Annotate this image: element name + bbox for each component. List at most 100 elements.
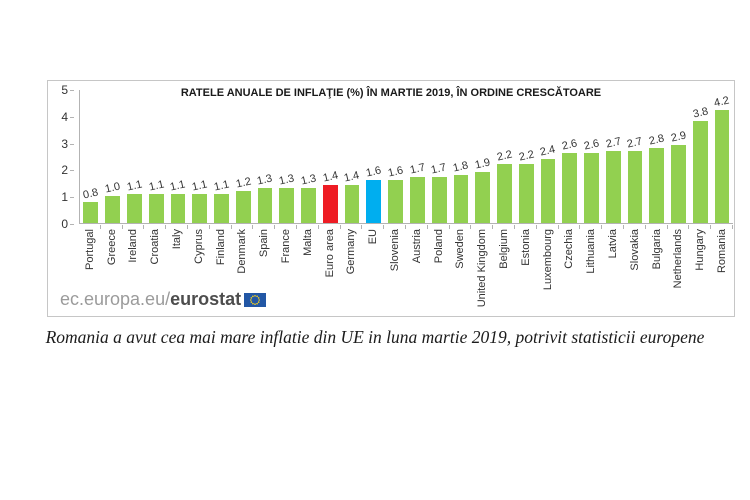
y-tick: [70, 197, 74, 199]
x-axis-label: Bulgaria: [650, 229, 663, 270]
bar-group-netherlands: 2.9: [668, 90, 690, 223]
bar-group-portugal: 0.8: [80, 90, 102, 223]
bar: [692, 121, 708, 223]
x-tick: [144, 225, 167, 229]
bar-value-label: 1.6: [386, 164, 405, 180]
bar-group-cyprus: 1.1: [189, 90, 211, 223]
bar-group-austria: 1.7: [406, 90, 428, 223]
x-label-cell: Bulgaria: [646, 229, 668, 311]
bar-group-finland: 1.1: [211, 90, 233, 223]
y-axis-label: 4: [61, 109, 68, 124]
bar-group-czechia: 2.6: [559, 90, 581, 223]
bar-group-eu: 1.6: [363, 90, 385, 223]
y-axis-label: 0: [61, 217, 68, 231]
x-tick: [362, 225, 385, 229]
bar-value-label: 2.2: [495, 148, 514, 164]
x-axis-label: Latvia: [607, 229, 620, 259]
bar-value-label: 1.0: [103, 180, 122, 196]
plot-area: 0.8 1.0 1.1 1.1 1.1 1.1 1.1 1.2 1.3 1.3 1.3 1.4 1.4 1…: [79, 90, 733, 224]
x-axis-label: EU: [367, 229, 380, 245]
bar-group-latvia: 2.7: [602, 90, 624, 223]
bar-value-label: 1.8: [452, 159, 470, 175]
eurostat-url-bold: eurostat: [170, 289, 242, 309]
x-tick: [689, 225, 712, 229]
x-label-cell: EU: [362, 229, 384, 311]
x-tick: [188, 225, 210, 229]
bar: [518, 164, 534, 223]
bar-group-slovakia: 2.7: [624, 90, 646, 223]
y-axis-label: 3: [61, 136, 68, 151]
bar-value-label: 1.1: [169, 177, 187, 194]
bar-group-france: 1.3: [276, 90, 298, 223]
bar-value-label: 2.7: [626, 135, 644, 151]
y-axis-label: 2: [61, 163, 68, 178]
bar-group-poland: 1.7: [428, 90, 450, 223]
bar: [497, 164, 512, 223]
x-axis-label: Ireland: [127, 229, 140, 263]
bar-value-label: 2.4: [539, 143, 557, 159]
x-axis-ticks: [79, 225, 733, 229]
x-label-cell: Luxembourg: [537, 229, 559, 311]
bar-group-greece: 1.0: [102, 90, 124, 223]
x-label-cell: Sweden: [450, 229, 472, 311]
x-axis-label: Hungary: [694, 229, 707, 271]
bar-value-label: 1.1: [212, 177, 231, 194]
bar-group-malta: 1.3: [298, 90, 320, 223]
bar: [257, 188, 273, 223]
bar-group-euro-area: 1.4: [319, 90, 341, 223]
x-label-cell: Euro area: [319, 229, 341, 311]
bar: [105, 196, 121, 223]
x-label-cell: Czechia: [559, 229, 581, 311]
x-tick: [428, 225, 450, 229]
x-tick: [210, 225, 232, 229]
x-axis-label: Netherlands: [672, 229, 685, 289]
bar-value-label: 4.2: [713, 94, 731, 111]
bar-group-romania: 4.2: [711, 90, 733, 223]
bar-group-ireland: 1.1: [124, 90, 146, 223]
bar-value-label: 2.2: [517, 148, 535, 164]
bar: [344, 185, 360, 223]
x-label-cell: Austria: [406, 229, 428, 311]
bar: [453, 174, 469, 223]
x-label-cell: France: [275, 229, 297, 311]
x-label-cell: Germany: [341, 229, 363, 311]
bar-value-label: 3.8: [691, 105, 710, 121]
x-axis-label: Italy: [171, 229, 184, 250]
bar-group-lithuania: 2.6: [581, 90, 603, 223]
bar: [562, 153, 578, 223]
y-tick: [70, 224, 74, 225]
x-axis-label: Cyprus: [192, 229, 205, 264]
x-label-cell: Latvia: [602, 229, 624, 311]
bar: [148, 193, 164, 223]
x-tick: [602, 225, 624, 229]
x-tick: [624, 225, 646, 229]
bar-value-label: 2.9: [669, 129, 688, 145]
bar: [170, 193, 186, 223]
x-tick: [232, 225, 254, 229]
y-tick: [70, 143, 74, 145]
bar: [301, 188, 316, 223]
bar-group-belgium: 2.2: [494, 90, 516, 223]
bar-value-label: 2.8: [647, 132, 666, 148]
bar: [388, 180, 403, 223]
x-axis-label: Slovenia: [389, 229, 402, 272]
x-axis-label: Poland: [432, 229, 445, 264]
x-tick: [450, 225, 472, 229]
x-label-cell: Netherlands: [668, 229, 690, 311]
x-label-cell: Estonia: [515, 229, 537, 311]
eurostat-url-prefix: ec.europa.eu/: [60, 289, 171, 309]
x-axis-label: Belgium: [498, 229, 511, 269]
bar-value-label: 0.8: [82, 185, 100, 202]
x-tick: [406, 225, 428, 229]
x-tick: [668, 225, 690, 229]
x-axis-label: Czechia: [563, 229, 576, 269]
x-axis-label: Estonia: [519, 229, 532, 266]
x-axis-label: Romania: [716, 229, 728, 274]
bar: [366, 180, 382, 223]
x-axis-label: Luxembourg: [541, 229, 554, 291]
bars-container: 0.8 1.0 1.1 1.1 1.1 1.1 1.1 1.2 1.3 1.3 1.3 1.4 1.4 1…: [80, 90, 733, 223]
bar: [235, 190, 251, 223]
bar: [279, 188, 295, 223]
x-tick: [297, 225, 319, 229]
